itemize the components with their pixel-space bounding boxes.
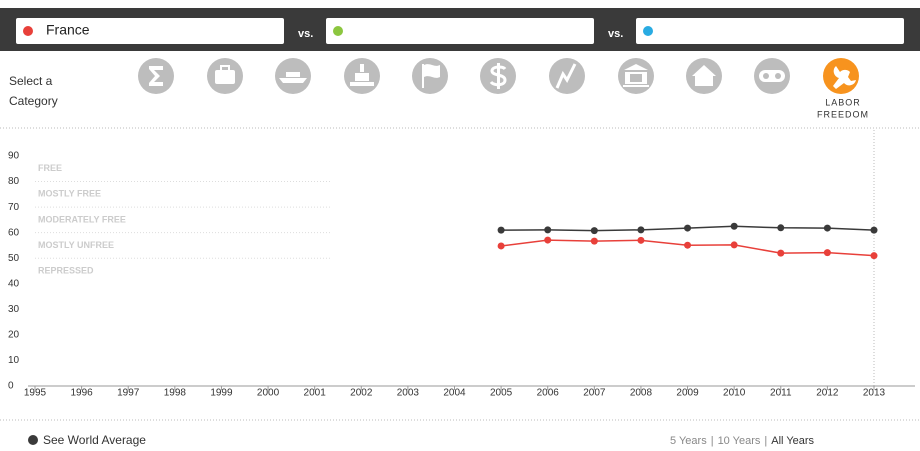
world-average-toggle[interactable]: See World Average bbox=[43, 433, 146, 447]
x-tick-label: 2006 bbox=[537, 388, 560, 399]
y-tick-label: 20 bbox=[8, 330, 20, 341]
data-point bbox=[823, 249, 831, 257]
icon[interactable] bbox=[686, 58, 722, 94]
y-tick-label: 30 bbox=[8, 304, 20, 315]
category-prompt: Select a bbox=[9, 74, 53, 88]
x-tick-label: 2008 bbox=[630, 388, 653, 399]
vs-label: vs. bbox=[298, 28, 313, 40]
x-tick-label: 1995 bbox=[24, 388, 47, 399]
x-tick-label: 2004 bbox=[443, 388, 466, 399]
data-point bbox=[777, 224, 785, 232]
data-point bbox=[730, 222, 738, 230]
x-tick-label: 1996 bbox=[70, 388, 93, 399]
x-tick-label: 2012 bbox=[816, 388, 839, 399]
y-tick-label: 10 bbox=[8, 355, 20, 366]
x-tick-label: 2000 bbox=[257, 388, 280, 399]
data-point bbox=[544, 236, 552, 244]
x-tick-label: 2001 bbox=[304, 388, 327, 399]
x-tick-label: 2005 bbox=[490, 388, 513, 399]
icon[interactable] bbox=[480, 58, 516, 94]
data-point bbox=[777, 249, 785, 257]
country-dot bbox=[643, 26, 653, 36]
zone-label: MODERATELY FREE bbox=[38, 214, 126, 224]
x-tick-label: 1998 bbox=[164, 388, 187, 399]
x-tick-label: 2007 bbox=[583, 388, 606, 399]
y-tick-label: 40 bbox=[8, 278, 20, 289]
icon[interactable] bbox=[275, 58, 311, 94]
country-input[interactable] bbox=[326, 18, 594, 44]
x-tick-label: 2003 bbox=[397, 388, 420, 399]
icon[interactable] bbox=[549, 58, 585, 94]
icon[interactable] bbox=[138, 58, 174, 94]
data-point bbox=[684, 224, 692, 232]
data-point bbox=[497, 226, 505, 234]
category-prompt: Category bbox=[9, 94, 58, 108]
data-point bbox=[637, 236, 645, 244]
x-tick-label: 1997 bbox=[117, 388, 140, 399]
separator: | bbox=[764, 435, 767, 447]
icon[interactable] bbox=[344, 58, 380, 94]
y-tick-label: 50 bbox=[8, 253, 20, 264]
zone-label: MOSTLY UNFREE bbox=[38, 240, 114, 250]
range-option[interactable]: 10 Years bbox=[718, 435, 761, 447]
y-tick-label: 60 bbox=[8, 227, 20, 238]
category-label: FREEDOM bbox=[817, 109, 869, 119]
data-point bbox=[870, 252, 878, 260]
icon[interactable] bbox=[754, 58, 790, 94]
separator: | bbox=[711, 435, 714, 447]
data-point bbox=[637, 226, 645, 234]
vs-label: vs. bbox=[608, 28, 623, 40]
x-tick-label: 2002 bbox=[350, 388, 373, 399]
data-point bbox=[823, 224, 831, 232]
range-option[interactable]: All Years bbox=[771, 435, 814, 447]
data-point bbox=[684, 241, 692, 249]
icon[interactable] bbox=[412, 58, 448, 94]
icon[interactable] bbox=[618, 58, 654, 94]
data-point bbox=[730, 241, 738, 249]
data-point bbox=[590, 227, 598, 235]
data-point bbox=[590, 237, 598, 245]
country-input-text: France bbox=[46, 22, 90, 38]
category-label: LABOR bbox=[825, 97, 861, 107]
y-tick-label: 70 bbox=[8, 202, 20, 213]
toggle-dot[interactable] bbox=[28, 435, 38, 445]
country-input[interactable] bbox=[636, 18, 904, 44]
category-icons bbox=[138, 58, 859, 94]
country-dot bbox=[333, 26, 343, 36]
country-input[interactable] bbox=[16, 18, 284, 44]
data-point bbox=[544, 226, 552, 234]
zone-label: REPRESSED bbox=[38, 265, 94, 275]
data-point bbox=[497, 242, 505, 250]
y-tick-label: 90 bbox=[8, 151, 20, 162]
x-tick-label: 2009 bbox=[676, 388, 699, 399]
y-tick-label: 80 bbox=[8, 176, 20, 187]
x-tick-label: 2013 bbox=[863, 388, 886, 399]
icon[interactable] bbox=[207, 58, 243, 94]
x-tick-label: 2011 bbox=[770, 388, 792, 399]
icon-active[interactable] bbox=[823, 58, 859, 94]
zone-label: MOSTLY FREE bbox=[38, 189, 101, 199]
y-tick-label: 0 bbox=[8, 381, 14, 392]
data-point bbox=[870, 226, 878, 234]
range-option: 5 Years | 10 Years | All Years bbox=[670, 435, 815, 447]
zone-label: FREE bbox=[38, 163, 62, 173]
x-tick-label: 1999 bbox=[210, 388, 233, 399]
range-option[interactable]: 5 Years bbox=[670, 435, 707, 447]
x-tick-label: 2010 bbox=[723, 388, 746, 399]
country-dot bbox=[23, 26, 33, 36]
